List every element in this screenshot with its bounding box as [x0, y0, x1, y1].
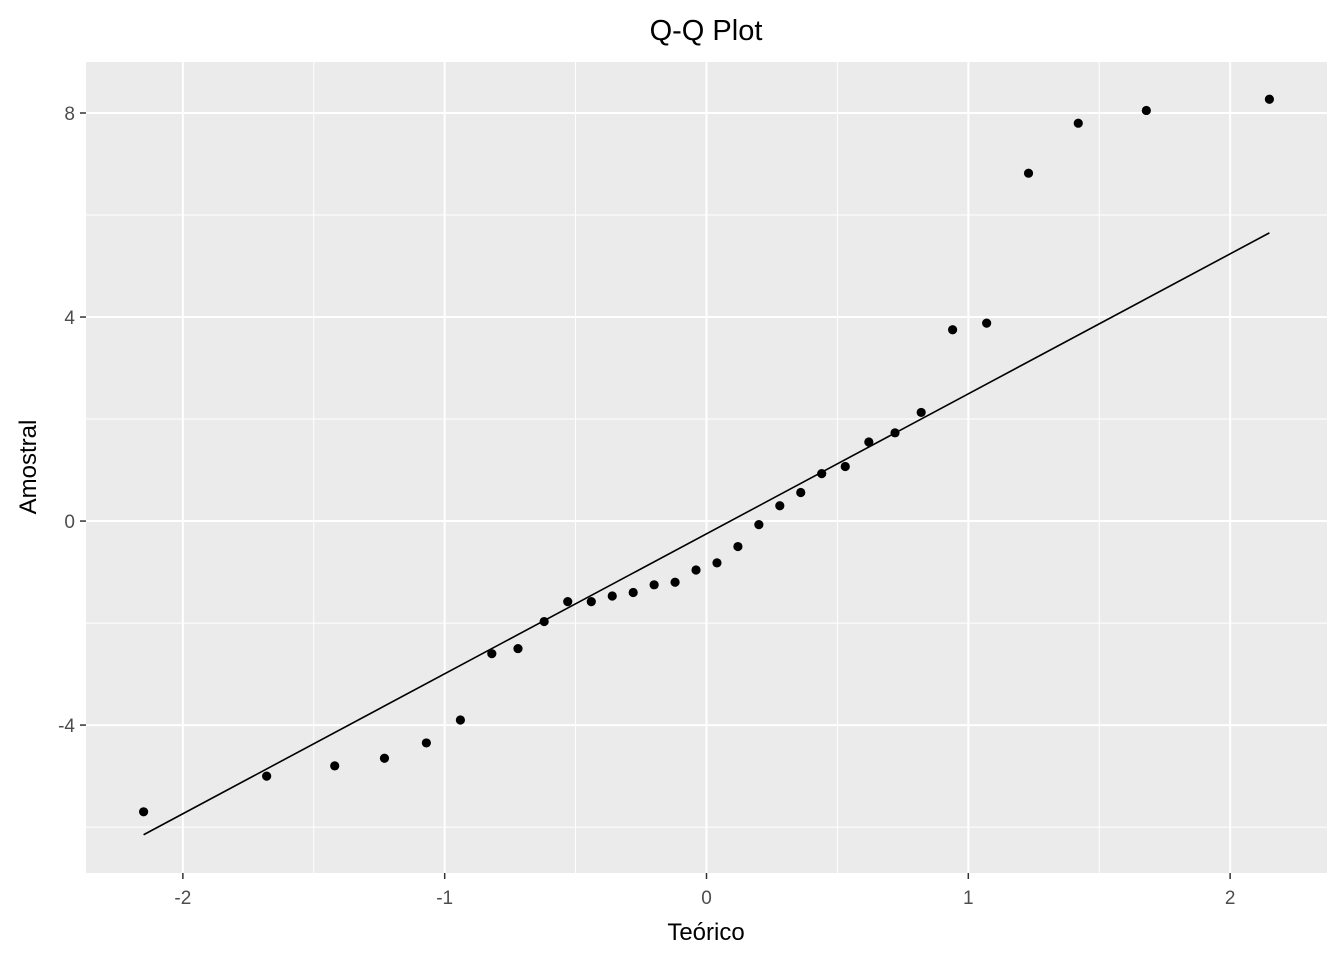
data-point: [455, 715, 465, 725]
data-point: [649, 580, 659, 590]
sample-points: [138, 94, 1275, 817]
y-tick-label: 4: [64, 308, 75, 329]
data-point: [607, 591, 617, 601]
data-point: [586, 597, 596, 607]
data-point: [1073, 118, 1083, 128]
data-point: [138, 807, 149, 817]
data-point: [754, 520, 764, 530]
data-point: [864, 437, 874, 447]
data-point: [733, 541, 743, 552]
data-point: [379, 753, 390, 763]
data-point: [330, 761, 340, 771]
data-point: [421, 738, 431, 748]
data-point: [712, 558, 722, 568]
data-point: [1141, 105, 1151, 116]
data-point: [563, 597, 573, 607]
data-point: [982, 318, 992, 328]
x-tick-label: 0: [701, 888, 712, 909]
data-point: [796, 487, 806, 498]
data-point: [262, 771, 272, 781]
data-point: [513, 643, 523, 654]
y-tick-label: -4: [58, 716, 75, 737]
x-axis-ticks: -2 -1 0 1 2: [174, 873, 1235, 909]
x-tick-label: 1: [963, 888, 974, 909]
data-point: [691, 565, 701, 575]
data-point: [1264, 94, 1275, 104]
y-axis-label: Amostral: [15, 420, 42, 515]
data-point: [948, 325, 958, 335]
y-axis-ticks: -4 0 4 8: [58, 104, 86, 737]
data-point: [817, 469, 827, 479]
data-point: [890, 428, 900, 438]
reference-line: [143, 232, 1270, 836]
data-point: [539, 616, 549, 627]
data-point: [487, 649, 497, 659]
chart-title: Q-Q Plot: [650, 15, 763, 47]
data-point: [840, 461, 850, 472]
x-tick-label: -1: [436, 888, 453, 909]
data-point: [916, 407, 926, 418]
data-point: [670, 577, 680, 587]
y-tick-label: 0: [64, 512, 75, 533]
data-point: [775, 501, 785, 511]
y-tick-label: 8: [64, 104, 75, 125]
grid-major: [86, 62, 1327, 873]
x-tick-label: 2: [1225, 888, 1236, 909]
x-tick-label: -2: [174, 888, 191, 909]
data-point: [628, 587, 638, 598]
x-axis-label: Teórico: [667, 919, 744, 946]
data-point: [1023, 168, 1034, 178]
